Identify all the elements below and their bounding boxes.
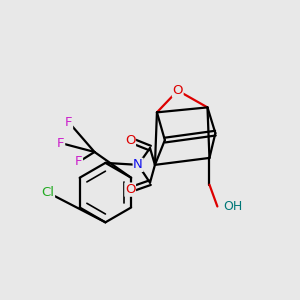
Text: O: O: [172, 84, 183, 97]
Text: F: F: [65, 116, 73, 129]
Text: O: O: [125, 134, 135, 147]
Text: O: O: [125, 183, 135, 196]
Text: F: F: [75, 155, 82, 168]
Text: N: N: [133, 158, 143, 171]
Text: F: F: [57, 136, 64, 150]
Text: OH: OH: [223, 200, 243, 213]
Text: Cl: Cl: [41, 186, 55, 199]
